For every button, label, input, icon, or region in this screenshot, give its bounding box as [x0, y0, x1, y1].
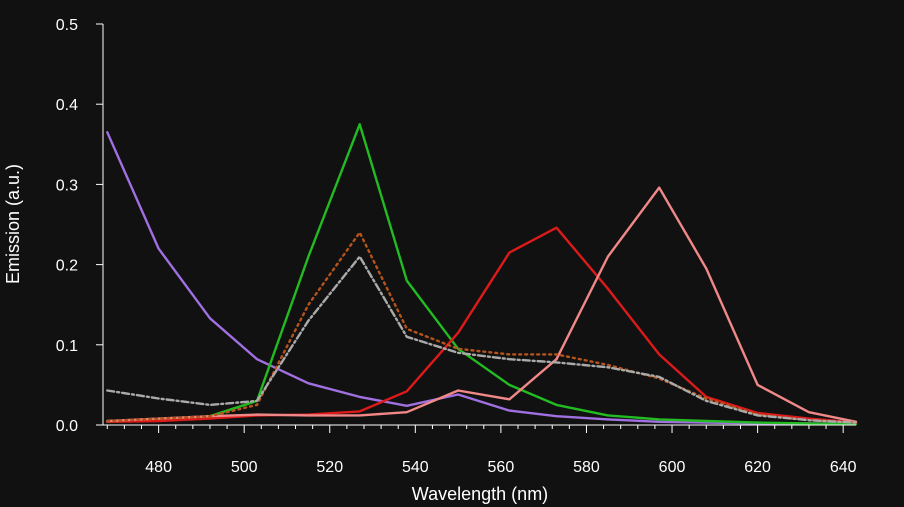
y-tick-label: 0.5: [56, 17, 78, 34]
y-tick-label: 0.1: [56, 338, 78, 355]
series-layer: [106, 123, 858, 426]
series-line-pink: [106, 186, 858, 423]
y-tick-label: 0.3: [56, 177, 78, 194]
x-tick-label: 520: [316, 459, 343, 476]
y-tick-label: 0.2: [56, 258, 78, 275]
y-tick-label: 0.0: [56, 418, 78, 435]
x-tick-label: 540: [402, 459, 429, 476]
x-ticks: 480 500 520 540 560 580 600 620 640: [106, 425, 857, 476]
x-tick-label: 620: [744, 459, 771, 476]
series-line-green: [106, 123, 858, 426]
series-line-grey-dashed: [106, 255, 858, 424]
y-axis-title: Emission (a.u.): [3, 164, 23, 284]
series-line-purple: [106, 131, 858, 425]
x-tick-label: 580: [573, 459, 600, 476]
series-line-brown-dotted: [106, 231, 858, 424]
y-tick-label: 0.4: [56, 97, 78, 114]
x-tick-label: 480: [145, 459, 172, 476]
x-axis-title: Wavelength (nm): [412, 484, 548, 504]
series-line-red: [106, 226, 858, 424]
x-tick-label: 500: [231, 459, 258, 476]
y-ticks: 0.0 0.1 0.2 0.3 0.4 0.5: [56, 17, 103, 435]
x-tick-label: 600: [659, 459, 686, 476]
x-tick-label: 560: [488, 459, 515, 476]
x-tick-label: 640: [830, 459, 857, 476]
